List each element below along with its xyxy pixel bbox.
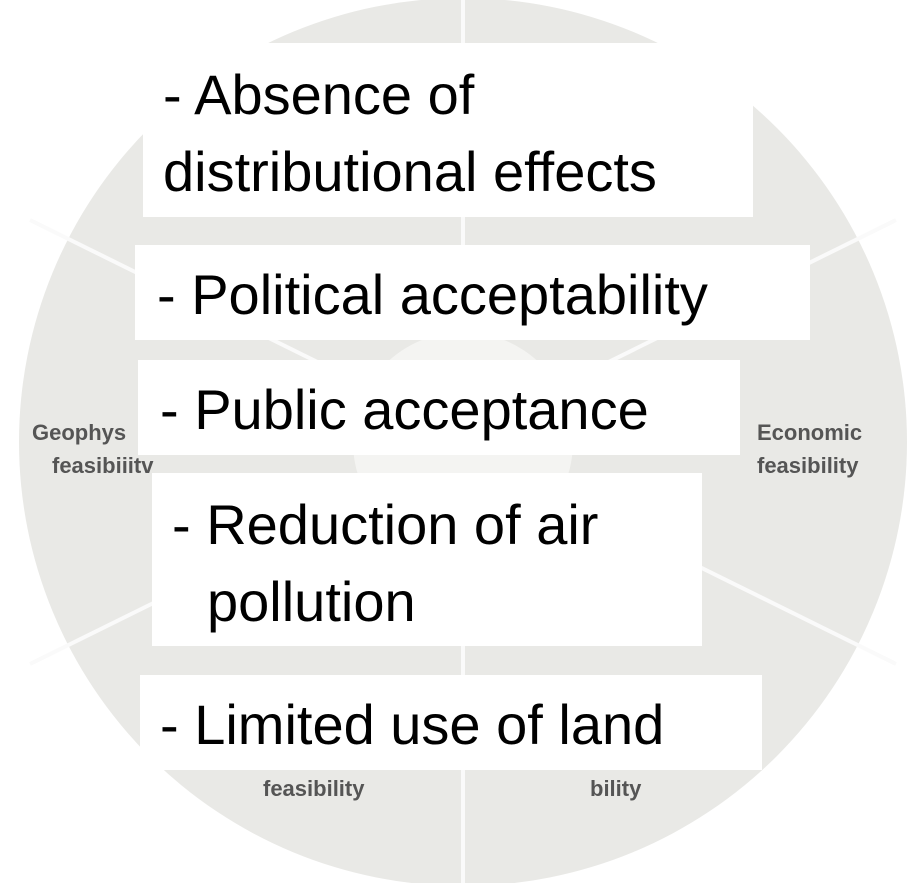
box-line: - Political acceptability	[157, 267, 708, 323]
box-line: distributional effects	[163, 144, 657, 200]
text-box: - Political acceptability	[135, 245, 810, 340]
text-box: - Reduction of air pollution	[152, 473, 702, 646]
text-box: - Public acceptance	[138, 360, 740, 455]
text-box: - Absence of distributional effects	[143, 43, 753, 217]
bg-label: feasibility	[263, 776, 365, 801]
bg-label: feasibility	[757, 453, 859, 478]
box-line: - Limited use of land	[160, 697, 664, 753]
bg-label: Economic	[757, 420, 862, 445]
text-box: - Limited use of land	[140, 675, 762, 770]
bg-label: Geophys	[32, 420, 126, 445]
box-line: - Public acceptance	[160, 382, 649, 438]
bg-label: bility	[590, 776, 642, 801]
bg-label: feasibiiitv	[52, 453, 154, 478]
box-line: - Absence of	[163, 67, 474, 123]
diagram: Geophys feasibiiitv Economic feasibility…	[0, 0, 912, 883]
box-line: pollution	[207, 574, 416, 630]
box-line: - Reduction of air	[172, 497, 598, 553]
